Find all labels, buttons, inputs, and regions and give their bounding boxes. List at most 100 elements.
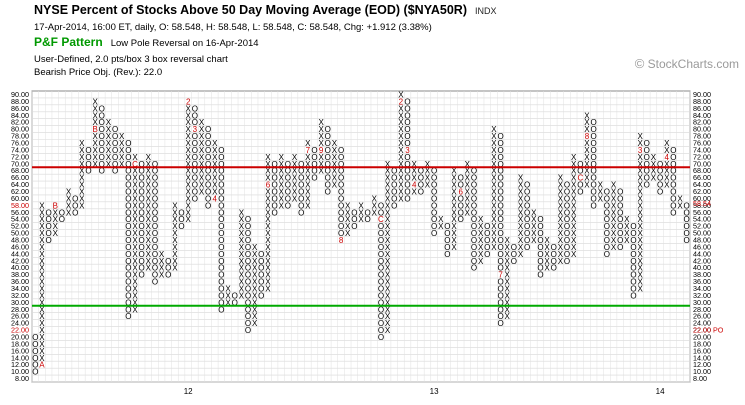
x-box: X xyxy=(92,118,98,127)
x-box: X xyxy=(186,208,192,217)
o-box: O xyxy=(537,264,543,273)
o-box: O xyxy=(152,257,158,266)
o-box: O xyxy=(258,278,264,287)
o-box: O xyxy=(245,215,251,224)
x-box: X xyxy=(518,229,524,238)
x-box: X xyxy=(584,139,590,148)
x-box: X xyxy=(425,160,431,169)
x-box: X xyxy=(332,153,338,162)
x-box: X xyxy=(611,236,617,245)
o-box: O xyxy=(404,194,410,203)
x-box: X xyxy=(212,139,218,148)
x-box: X xyxy=(252,243,258,252)
o-box: O xyxy=(484,236,490,245)
y-tick-label-right: 62.00 xyxy=(693,187,711,196)
x-box: X xyxy=(531,208,537,217)
o-box: O xyxy=(378,326,384,335)
o-box: O xyxy=(604,208,610,217)
x-box: X xyxy=(571,167,577,176)
o-box: O xyxy=(99,104,105,113)
o-box: O xyxy=(617,222,623,231)
o-box: O xyxy=(205,125,211,134)
x-tick-label: 12 xyxy=(184,387,193,396)
x-box: X xyxy=(637,153,643,162)
watermark: © StockCharts.com xyxy=(635,56,739,71)
x-box: X xyxy=(531,229,537,238)
y-tick-label-right: 84.00 xyxy=(693,111,711,120)
o-box: O xyxy=(617,229,623,238)
x-box: X xyxy=(252,271,258,280)
x-box: X xyxy=(252,319,258,328)
x-box: X xyxy=(305,181,311,190)
o-box: O xyxy=(192,104,198,113)
x-box: X xyxy=(518,181,524,190)
o-box: O xyxy=(644,174,650,183)
o-box: O xyxy=(391,187,397,196)
x-box: X xyxy=(292,174,298,183)
o-box: O xyxy=(591,132,597,141)
x-box: X xyxy=(239,250,245,259)
o-box: O xyxy=(458,174,464,183)
o-box: O xyxy=(192,174,198,183)
o-box: O xyxy=(630,243,636,252)
o-box: O xyxy=(617,215,623,224)
x-box: X xyxy=(265,257,271,266)
o-box: O xyxy=(271,174,277,183)
o-box: O xyxy=(125,298,131,307)
x-box: X xyxy=(611,215,617,224)
x-box: X xyxy=(79,153,85,162)
x-box: X xyxy=(491,236,497,245)
x-box: X xyxy=(385,222,391,231)
x-box: C xyxy=(132,160,138,169)
x-box: X xyxy=(385,319,391,328)
x-box: X xyxy=(478,236,484,245)
x-box: X xyxy=(172,222,178,231)
o-box: O xyxy=(125,208,131,217)
x-box: X xyxy=(558,215,564,224)
o-box: O xyxy=(404,104,410,113)
x-box: X xyxy=(159,250,165,259)
o-box: O xyxy=(404,118,410,127)
o-box: O xyxy=(497,319,503,328)
o-box: O xyxy=(497,194,503,203)
o-box: O xyxy=(564,257,570,266)
o-box: O xyxy=(670,146,676,155)
x-box: X xyxy=(53,229,59,238)
x-box: X xyxy=(491,229,497,238)
o-box: O xyxy=(205,153,211,162)
o-box: O xyxy=(338,146,344,155)
o-box: O xyxy=(378,243,384,252)
o-box: O xyxy=(125,222,131,231)
x-box: X xyxy=(558,250,564,259)
o-box: O xyxy=(497,298,503,307)
o-box: O xyxy=(152,236,158,245)
o-box: O xyxy=(431,215,437,224)
x-box: X xyxy=(398,194,404,203)
o-box: O xyxy=(564,236,570,245)
o-box: 8 xyxy=(339,236,344,245)
o-box: O xyxy=(125,291,131,300)
o-box: O xyxy=(218,187,224,196)
o-box: O xyxy=(537,222,543,231)
y-tick-label-right: 14.00 xyxy=(693,353,711,362)
o-box: O xyxy=(152,181,158,190)
y-tick-label-left: 16.00 xyxy=(11,346,29,355)
o-box: O xyxy=(325,125,331,134)
o-box: O xyxy=(418,181,424,190)
x-box: X xyxy=(66,194,72,203)
o-box: O xyxy=(537,229,543,238)
y-tick-label-left: 66.00 xyxy=(11,173,29,182)
x-box: X xyxy=(584,111,590,120)
x-box: X xyxy=(531,236,537,245)
x-box: X xyxy=(132,215,138,224)
o-box: O xyxy=(630,236,636,245)
o-box: O xyxy=(644,167,650,176)
x-box: X xyxy=(119,139,125,148)
y-tick-label-left: 78.00 xyxy=(11,132,29,141)
o-box: O xyxy=(152,167,158,176)
o-box: O xyxy=(298,181,304,190)
x-box: X xyxy=(132,250,138,259)
x-box: X xyxy=(637,229,643,238)
x-box: X xyxy=(39,340,45,349)
o-box: O xyxy=(218,194,224,203)
